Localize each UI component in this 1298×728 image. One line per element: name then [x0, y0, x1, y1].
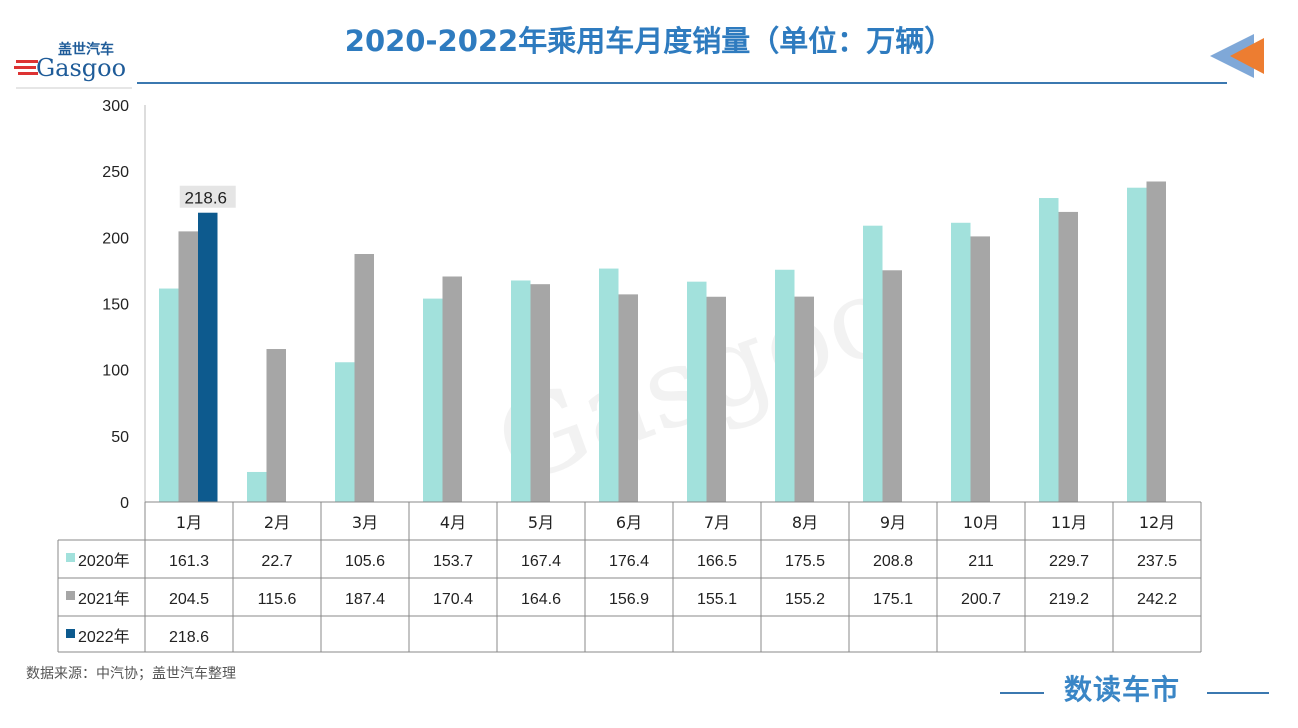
table-cell: 153.7 — [433, 553, 473, 570]
y-tick-label: 0 — [120, 495, 129, 512]
table-cell: 115.6 — [258, 591, 297, 608]
data-source: 数据来源：中汽协；盖世汽车整理 — [26, 666, 236, 682]
bar-2020年-11月 — [1039, 198, 1059, 502]
y-tick-label: 50 — [111, 429, 129, 446]
bar-2021年-6月 — [618, 294, 638, 502]
x-tick-label: 2月 — [264, 513, 290, 532]
x-tick-label: 12月 — [1139, 513, 1175, 532]
bar-2021年-3月 — [354, 254, 374, 502]
bar-2020年-2月 — [247, 471, 267, 502]
bar-2021年-8月 — [794, 296, 814, 502]
x-tick-label: 6月 — [616, 513, 642, 532]
svg-text:盖世汽车: 盖世汽车 — [58, 41, 114, 58]
bar-2021年-2月 — [266, 349, 286, 502]
table-cell: 204.5 — [169, 591, 209, 608]
y-tick-label: 150 — [102, 297, 129, 314]
x-tick-label: 4月 — [440, 513, 466, 532]
table-cell: 170.4 — [433, 591, 473, 608]
x-tick-label: 7月 — [704, 513, 730, 532]
x-tick-label: 10月 — [963, 513, 999, 532]
legend-swatch-2021年 — [66, 591, 75, 600]
table-cell: 200.7 — [961, 591, 1001, 608]
table-cell: 237.5 — [1137, 553, 1177, 570]
bar-2021年-12月 — [1146, 181, 1166, 503]
bar-2021年-7月 — [706, 296, 726, 502]
table-cell: 242.2 — [1137, 591, 1177, 608]
footer-line-right — [1207, 692, 1269, 694]
legend-swatch-2022年 — [66, 629, 75, 638]
table-cell: 166.5 — [697, 553, 737, 570]
y-tick-label: 100 — [102, 363, 129, 380]
footer-line-left — [1000, 692, 1044, 694]
table-cell: 218.6 — [169, 629, 209, 646]
table-cell: 175.1 — [873, 591, 913, 608]
arrow-icon — [1210, 34, 1264, 78]
bar-2021年-11月 — [1058, 211, 1078, 502]
bar-2020年-12月 — [1127, 187, 1147, 503]
x-tick-label: 1月 — [176, 513, 202, 532]
bar-2020年-4月 — [423, 298, 443, 502]
table-cell: 22.7 — [261, 553, 292, 570]
bar-2020年-5月 — [511, 280, 531, 502]
bar-2021年-9月 — [882, 270, 902, 502]
bar-2021年-1月 — [178, 231, 198, 502]
x-tick-label: 8月 — [792, 513, 818, 532]
bar-2021年-4月 — [442, 276, 462, 502]
bar-2022年-1月 — [198, 212, 218, 502]
data-label-bg — [179, 185, 236, 208]
table-cell: 208.8 — [873, 553, 913, 570]
table-cell: 219.2 — [1049, 591, 1089, 608]
x-tick-label: 11月 — [1051, 513, 1087, 532]
legend-swatch-2020年 — [66, 553, 75, 562]
x-tick-label: 5月 — [528, 513, 554, 532]
table-cell: 175.5 — [785, 553, 825, 570]
bar-2021年-10月 — [970, 236, 990, 503]
table-cell: 211 — [968, 553, 994, 570]
y-tick-label: 300 — [102, 98, 129, 115]
x-tick-label: 3月 — [352, 513, 378, 532]
gasgoo-logo: 盖世汽车 Gasgoo — [14, 41, 132, 89]
legend-label: 2020年 — [78, 552, 130, 570]
bar-2020年-10月 — [951, 222, 971, 502]
table-cell: 155.2 — [785, 591, 825, 608]
table-cell: 161.3 — [169, 553, 209, 570]
legend-label: 2022年 — [78, 628, 130, 646]
bar-2021年-5月 — [530, 284, 550, 502]
table-cell: 167.4 — [521, 553, 561, 570]
y-tick-label: 200 — [102, 230, 129, 247]
y-tick-label: 250 — [102, 164, 129, 181]
legend-label: 2021年 — [78, 590, 130, 608]
table-cell: 156.9 — [609, 591, 649, 608]
page-title: 2020-2022年乘用车月度销量（单位：万辆） — [344, 24, 954, 58]
table-cell: 164.6 — [521, 591, 561, 608]
header-divider — [137, 82, 1227, 84]
bar-2020年-6月 — [599, 268, 619, 502]
bar-2020年-8月 — [775, 269, 795, 502]
bar-2020年-9月 — [863, 225, 883, 503]
table-cell: 187.4 — [345, 591, 385, 608]
brand-label: 数读车市 — [1064, 673, 1181, 706]
bar-2020年-7月 — [687, 281, 707, 502]
table-cell: 105.6 — [345, 553, 385, 570]
table-cell: 229.7 — [1049, 553, 1089, 570]
table-cell: 155.1 — [697, 591, 737, 608]
svg-text:Gasgoo: Gasgoo — [36, 54, 126, 82]
data-label: 218.6 — [184, 189, 227, 208]
x-tick-label: 9月 — [880, 513, 906, 532]
bar-2020年-1月 — [159, 288, 179, 502]
bar-2020年-3月 — [335, 362, 355, 502]
table-cell: 176.4 — [609, 553, 649, 570]
